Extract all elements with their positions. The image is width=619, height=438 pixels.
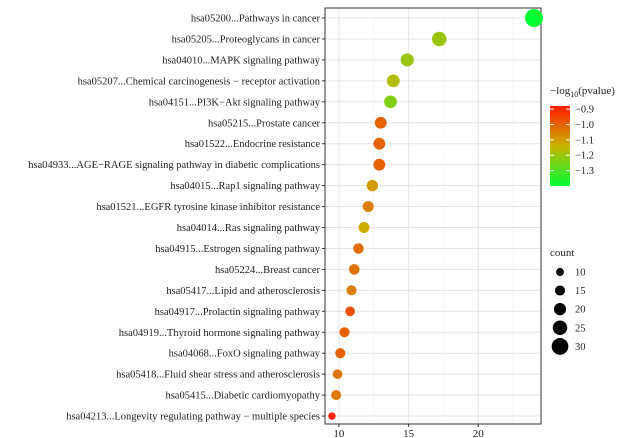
size-legend-title: count: [550, 247, 574, 259]
category-label: hsa04151...PI3K−Akt signaling pathway: [149, 97, 321, 108]
data-point[interactable]: [400, 53, 414, 67]
data-point[interactable]: [331, 390, 342, 401]
size-legend-label: 30: [575, 342, 586, 353]
size-legend-key: [554, 285, 566, 296]
plot-border: [324, 7, 542, 425]
category-label: hsa05224...Breast cancer: [215, 265, 320, 276]
data-point[interactable]: [349, 264, 360, 275]
data-point[interactable]: [373, 137, 386, 150]
data-point[interactable]: [432, 31, 447, 47]
data-point[interactable]: [335, 348, 346, 359]
size-legend-key: [552, 320, 568, 336]
data-point[interactable]: [386, 74, 400, 88]
size-legend-label: 20: [575, 305, 586, 316]
category-label: hsa04010...MAPK signaling pathway: [162, 55, 321, 66]
category-label: hsa01522...Endocrine resistance: [185, 139, 321, 150]
category-label: hsa05207...Chemical carcinogenesis − rec…: [78, 76, 321, 87]
color-legend-label: −1.3: [575, 166, 594, 177]
x-tick-label: 20: [473, 428, 485, 438]
category-label: hsa05215...Prostate cancer: [208, 118, 320, 129]
size-legend-label: 25: [575, 323, 586, 334]
category-label: hsa05417...Lipid and atherosclerosis: [166, 286, 320, 297]
category-label: hsa04014...Ras signaling pathway: [177, 223, 321, 234]
data-point[interactable]: [328, 412, 336, 420]
data-point[interactable]: [339, 327, 350, 338]
data-point[interactable]: [373, 158, 386, 171]
data-point[interactable]: [525, 9, 544, 27]
data-point[interactable]: [346, 285, 357, 296]
color-legend-title: −log10(pvalue): [550, 85, 615, 99]
category-label: hsa05205...Proteoglycans in cancer: [172, 34, 321, 45]
data-point[interactable]: [384, 95, 397, 109]
category-label: hsa04917...Prolactin signaling pathway: [155, 307, 321, 318]
category-label: hsa04933...AGE−RAGE signaling pathway in…: [28, 160, 320, 171]
data-point[interactable]: [332, 369, 343, 379]
category-label: hsa05418...Fluid shear stress and athero…: [116, 370, 320, 381]
color-legend-bar: [550, 106, 570, 186]
category-label: hsa04919...Thyroid hormone signaling pat…: [119, 328, 321, 339]
data-point[interactable]: [366, 179, 379, 192]
size-legend-label: 15: [575, 286, 586, 297]
data-point[interactable]: [358, 222, 370, 233]
color-legend-label: −1.0: [575, 120, 594, 131]
category-label: hsa01521...EGFR tyrosine kinase inhibito…: [96, 202, 320, 213]
plot-panel: [325, 8, 541, 424]
category-label: hsa04213...Longevity regulating pathway …: [66, 412, 320, 423]
data-point[interactable]: [374, 116, 387, 129]
color-legend-label: −1.2: [575, 151, 594, 162]
data-point[interactable]: [345, 306, 355, 317]
category-label: hsa05200...Pathways in cancer: [191, 14, 321, 25]
data-point[interactable]: [353, 243, 364, 254]
category-label: hsa04015...Rap1 signaling pathway: [170, 181, 320, 192]
size-legend-key: [553, 303, 567, 316]
category-label: hsa04068...FoxO signaling pathway: [169, 349, 321, 360]
size-legend-key: [556, 268, 564, 276]
category-label: hsa04915...Estrogen signaling pathway: [155, 244, 321, 255]
x-tick-label: 15: [403, 428, 415, 438]
size-legend-label: 10: [575, 268, 586, 279]
data-point[interactable]: [362, 201, 374, 213]
x-tick-label: 10: [333, 428, 345, 438]
size-legend-key: [551, 338, 569, 355]
color-legend-label: −0.9: [575, 105, 594, 116]
color-legend-label: −1.1: [575, 135, 594, 146]
category-label: hsa05415...Diabetic cardiomyopathy: [165, 391, 320, 402]
